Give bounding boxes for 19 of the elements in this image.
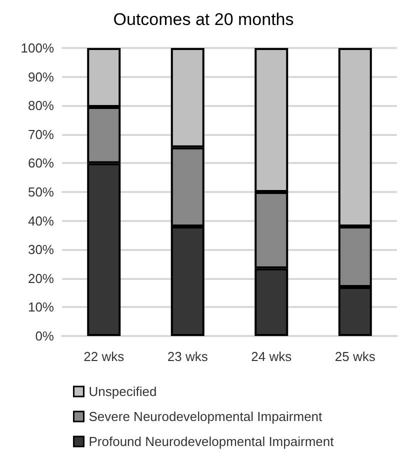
y-tick-label: 80% bbox=[28, 98, 54, 114]
y-tick-label: 40% bbox=[28, 213, 54, 228]
y-tick-label: 70% bbox=[28, 126, 54, 142]
legend-label: Unspecified bbox=[88, 384, 157, 399]
y-tick-label: 10% bbox=[28, 300, 54, 315]
x-tick-label: 24 wks bbox=[251, 349, 292, 364]
y-tick-label: 50% bbox=[28, 184, 54, 200]
x-tick-label: 23 wks bbox=[167, 349, 208, 364]
chart-title: Outcomes at 20 months bbox=[113, 10, 294, 29]
y-tick-label: 60% bbox=[28, 156, 54, 171]
legend-label: Severe Neurodevelopmental Impairment bbox=[88, 409, 323, 424]
legend-label: Profound Neurodevelopmental Impairment bbox=[88, 434, 334, 449]
y-tick-label: 90% bbox=[28, 69, 54, 84]
y-tick-label: 100% bbox=[20, 40, 54, 56]
x-tick-label: 25 wks bbox=[334, 349, 376, 364]
y-tick-label: 30% bbox=[28, 242, 54, 258]
y-tick-label: 0% bbox=[35, 328, 54, 344]
x-tick-label: 22 wks bbox=[84, 349, 125, 364]
y-tick-label: 20% bbox=[28, 270, 54, 286]
